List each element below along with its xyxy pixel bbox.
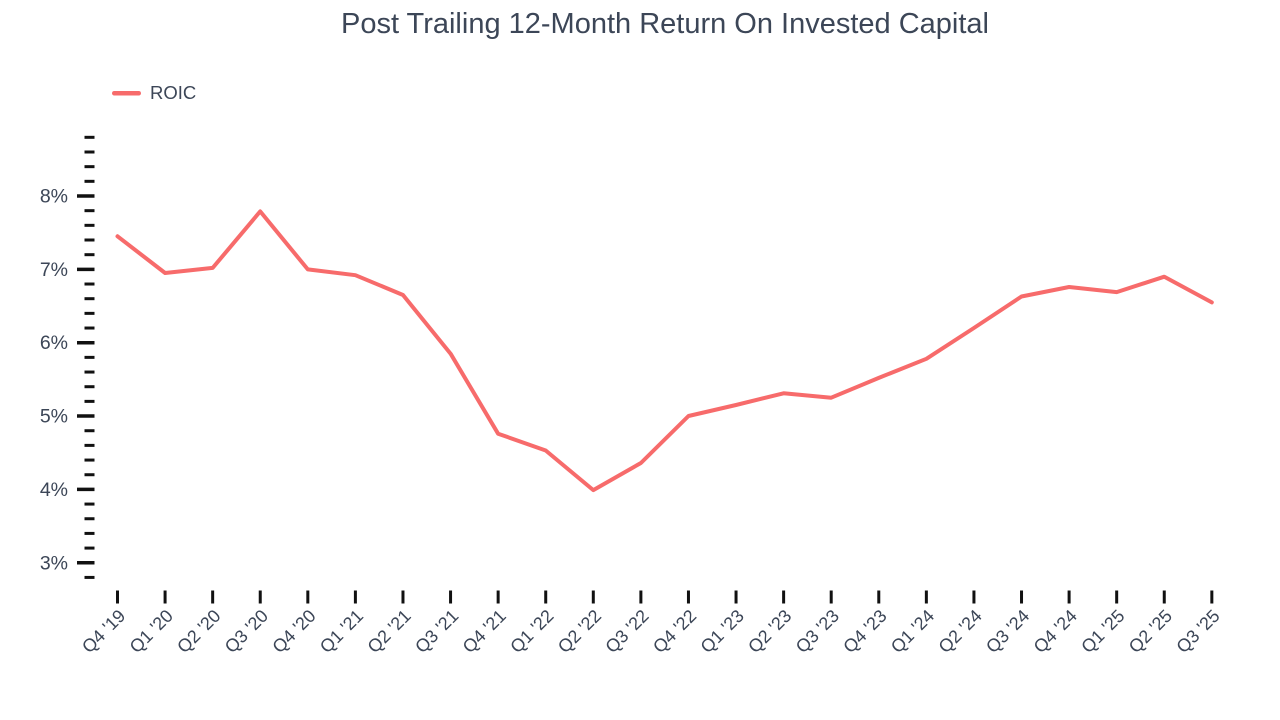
x-tick-label: Q4 '23 <box>839 606 890 657</box>
x-tick-label: Q3 '21 <box>411 606 462 657</box>
roic-line-series <box>115 209 1214 493</box>
x-tick-label: Q1 '23 <box>697 606 748 657</box>
y-tick-label: 3% <box>40 552 68 574</box>
x-tick-label: Q4 '20 <box>268 606 319 657</box>
x-tick-label: Q3 '22 <box>601 606 652 657</box>
x-tick-label: Q1 '24 <box>887 606 938 657</box>
x-tick-label: Q1 '21 <box>316 606 367 657</box>
x-tick-label: Q2 '23 <box>744 606 795 657</box>
x-tick-label: Q1 '20 <box>126 606 177 657</box>
x-tick-label: Q4 '22 <box>649 606 700 657</box>
chart-title: Post Trailing 12-Month Return On Investe… <box>341 8 989 40</box>
x-tick-label: Q2 '20 <box>173 606 224 657</box>
x-tick-label: Q3 '25 <box>1172 606 1223 657</box>
legend: ROIC <box>112 82 196 103</box>
y-tick-label: 4% <box>40 479 68 501</box>
x-tick-label: Q1 '25 <box>1077 606 1128 657</box>
series-layer <box>115 209 1214 493</box>
x-tick-label: Q4 '21 <box>459 606 510 657</box>
y-tick-label: 7% <box>40 259 68 281</box>
legend-label-roic: ROIC <box>150 82 196 103</box>
x-tick-label: Q3 '23 <box>792 606 843 657</box>
x-tick-label: Q1 '22 <box>506 606 557 657</box>
legend-swatch-roic <box>112 91 141 96</box>
x-tick-label: Q2 '24 <box>935 606 986 657</box>
y-axis: 3% 4% 5% 6% 7% 8% <box>40 135 95 579</box>
x-tick-label: Q3 '24 <box>982 606 1033 657</box>
y-tick-label: 6% <box>40 332 68 354</box>
x-tick-label: Q4 '19 <box>78 606 129 657</box>
x-tick-label: Q2 '22 <box>554 606 605 657</box>
y-tick-label: 5% <box>40 406 68 428</box>
x-tick-label: Q2 '21 <box>364 606 415 657</box>
x-tick-label: Q2 '25 <box>1125 606 1176 657</box>
x-tick-label: Q4 '24 <box>1030 606 1081 657</box>
y-tick-label: 8% <box>40 186 68 208</box>
x-tick-label: Q3 '20 <box>221 606 272 657</box>
